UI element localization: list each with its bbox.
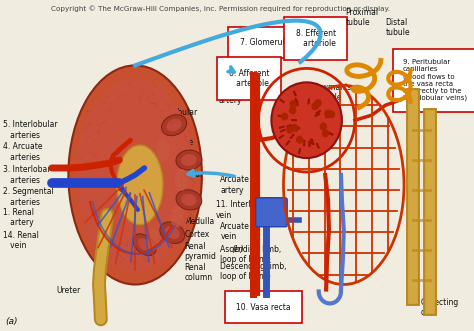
Circle shape	[291, 124, 299, 132]
Ellipse shape	[160, 222, 185, 244]
Text: Cortex: Cortex	[184, 230, 210, 239]
Text: 9. Peritubular
capillaries
(blood flows to
the vasa recta
or directly to the
int: 9. Peritubular capillaries (blood flows …	[403, 59, 467, 101]
Ellipse shape	[137, 238, 151, 251]
Text: Ascending limb,
loop of Henle: Ascending limb, loop of Henle	[220, 245, 282, 264]
Text: 3. Interlobar
   arteries: 3. Interlobar arteries	[3, 165, 51, 185]
Circle shape	[311, 102, 319, 110]
Text: Arcuate
artery: Arcuate artery	[220, 175, 250, 195]
Text: Distal
tubule: Distal tubule	[385, 18, 410, 37]
Ellipse shape	[117, 145, 163, 225]
Ellipse shape	[181, 154, 197, 166]
Circle shape	[322, 129, 329, 137]
Text: 7. Glomerulus: 7. Glomerulus	[240, 38, 293, 47]
Text: 8. Efferent
   arteriole: 8. Efferent arteriole	[296, 29, 336, 48]
Ellipse shape	[165, 226, 180, 239]
Text: Ureter: Ureter	[56, 286, 81, 295]
Ellipse shape	[181, 194, 197, 206]
Circle shape	[286, 126, 293, 134]
Circle shape	[281, 113, 288, 120]
Text: Descending limb,
loop of Henle: Descending limb, loop of Henle	[220, 262, 287, 281]
Ellipse shape	[133, 234, 156, 256]
Ellipse shape	[147, 229, 160, 251]
Circle shape	[272, 82, 342, 158]
Circle shape	[296, 136, 303, 144]
Text: Proximal
tubule: Proximal tubule	[346, 8, 379, 27]
Ellipse shape	[170, 206, 183, 228]
Ellipse shape	[176, 150, 202, 170]
Circle shape	[328, 110, 335, 118]
FancyBboxPatch shape	[255, 198, 287, 227]
Ellipse shape	[76, 78, 194, 271]
Text: Medulla: Medulla	[184, 217, 215, 226]
Text: 14. Renal
   vein: 14. Renal vein	[3, 231, 39, 250]
Text: Bowman's
capsule: Bowman's capsule	[312, 83, 351, 102]
Text: 2. Segmental
   arteries: 2. Segmental arteries	[3, 187, 54, 207]
Text: Copyright © The McGraw-Hill Companies, Inc. Permission required for reproduction: Copyright © The McGraw-Hill Companies, I…	[51, 6, 390, 12]
Text: 4. Arcuate
   arteries: 4. Arcuate arteries	[3, 142, 43, 162]
Circle shape	[290, 100, 297, 108]
Text: 6. Afferent
   arteriole: 6. Afferent arteriole	[229, 69, 269, 88]
Ellipse shape	[175, 169, 188, 191]
Text: 11. Interlobular
vein: 11. Interlobular vein	[216, 200, 275, 219]
Text: Renal
column: Renal column	[184, 263, 212, 282]
Ellipse shape	[68, 66, 202, 285]
Text: (b): (b)	[232, 245, 244, 254]
Circle shape	[319, 122, 327, 130]
Ellipse shape	[176, 190, 202, 210]
Circle shape	[289, 106, 296, 114]
Text: 13. Interlobar
    veins: 13. Interlobar veins	[151, 170, 203, 190]
Text: 1. Renal
   artery: 1. Renal artery	[3, 208, 35, 227]
Circle shape	[314, 99, 322, 107]
Text: 10. Vasa recta: 10. Vasa recta	[236, 303, 291, 312]
Text: (a): (a)	[5, 317, 18, 326]
Text: 5. Interlobular
   arteries: 5. Interlobular arteries	[3, 120, 58, 140]
Text: Arcuate
vein: Arcuate vein	[220, 222, 250, 241]
Ellipse shape	[156, 139, 169, 161]
Text: Collecting
duct: Collecting duct	[421, 298, 459, 317]
Text: Renal
pyramid: Renal pyramid	[184, 242, 216, 261]
Text: 11. Interlobular
    veins: 11. Interlobular veins	[138, 109, 197, 128]
Ellipse shape	[166, 119, 182, 131]
Circle shape	[324, 110, 332, 118]
Text: 5. Interlobular
artery: 5. Interlobular artery	[219, 86, 273, 105]
Ellipse shape	[162, 115, 187, 136]
Text: 12. Arcuate
    veins: 12. Arcuate veins	[149, 138, 193, 158]
